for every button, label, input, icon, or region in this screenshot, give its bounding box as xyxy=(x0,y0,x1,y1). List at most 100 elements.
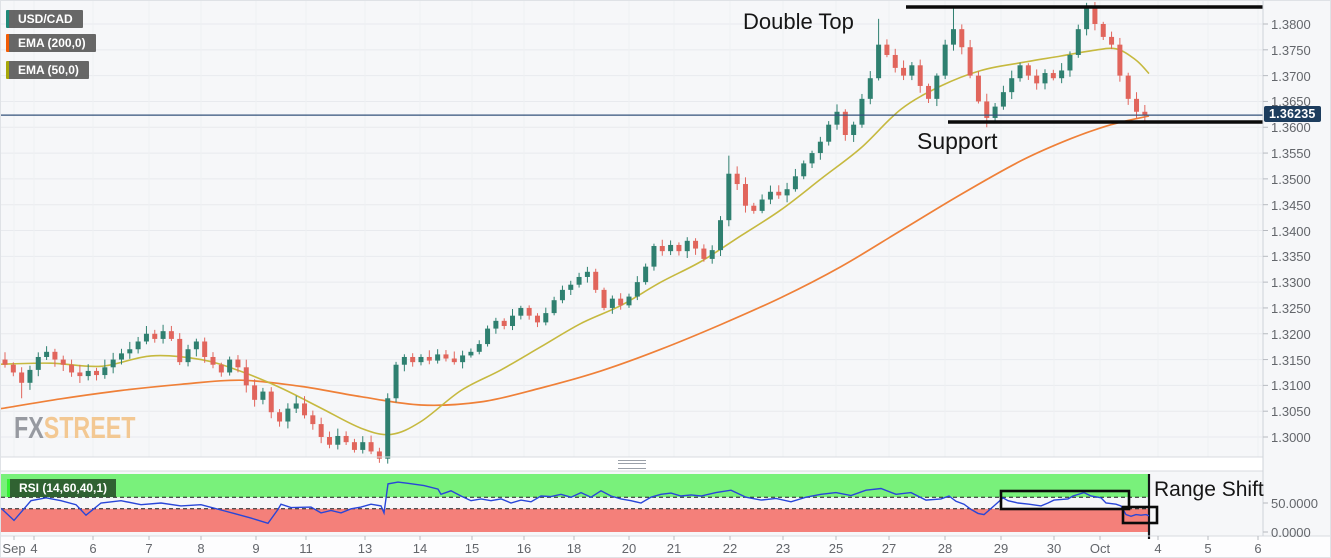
candle-body xyxy=(784,189,790,196)
candle-body xyxy=(1017,65,1023,79)
candle-body xyxy=(826,124,832,142)
date-axis-tick: 29 xyxy=(993,541,1009,556)
price-axis-tick: 1.3250 xyxy=(1271,300,1311,316)
candle-body xyxy=(35,356,41,370)
date-axis-tick: 8 xyxy=(197,541,205,556)
candle-body xyxy=(950,29,956,45)
candle-body xyxy=(335,435,341,445)
candle-body xyxy=(368,442,374,452)
candle-body xyxy=(460,355,466,363)
candle-body xyxy=(293,403,299,409)
candle-body xyxy=(501,320,507,327)
candle-body xyxy=(726,173,732,221)
candle-body xyxy=(493,320,499,329)
date-axis-tick: 7 xyxy=(145,541,153,556)
rsi-range-box xyxy=(999,489,1131,511)
date-axis-tick: 13 xyxy=(357,541,373,556)
candle-body xyxy=(534,315,540,323)
ema200-badge[interactable]: EMA (200,0) xyxy=(6,34,96,52)
candle-body xyxy=(135,341,141,350)
price-axis-tick: 1.3750 xyxy=(1271,42,1311,58)
date-axis-tick: 28 xyxy=(937,541,953,556)
date-axis-tick: 21 xyxy=(666,541,682,556)
candle-body xyxy=(310,415,316,425)
candle-body xyxy=(451,358,457,363)
candle-body xyxy=(1009,78,1015,93)
price-axis-tick: 1.3400 xyxy=(1271,223,1311,239)
current-price-badge: 1.36235 xyxy=(1264,106,1321,122)
candle-body xyxy=(992,106,998,118)
price-axis-tick: 1.3500 xyxy=(1271,171,1311,187)
candle-body xyxy=(410,356,416,363)
candle-body xyxy=(1084,8,1090,30)
candle-body xyxy=(510,315,516,327)
candle-body xyxy=(385,398,391,459)
candle-body xyxy=(360,442,366,450)
candle-body xyxy=(676,244,682,252)
rsi-lower-band xyxy=(1,508,1149,532)
candle-body xyxy=(701,248,707,259)
candle-body xyxy=(426,356,432,361)
candle-body xyxy=(1034,75,1040,84)
candle-body xyxy=(202,341,208,357)
price-axis-tick: 1.3550 xyxy=(1271,146,1311,162)
candle-body xyxy=(975,75,981,102)
date-axis-tick: 9 xyxy=(252,541,260,556)
candle-body xyxy=(518,307,524,316)
pane-resize-handle[interactable] xyxy=(618,460,646,469)
date-axis-tick: 16 xyxy=(516,541,532,556)
date-axis-tick: 11 xyxy=(299,541,313,556)
candle-body xyxy=(376,451,382,459)
candle-body xyxy=(593,271,599,290)
candle-body xyxy=(277,412,283,422)
candle-body xyxy=(909,65,915,76)
symbol-badge[interactable]: USD/CAD xyxy=(6,10,83,28)
candle-body xyxy=(343,435,349,443)
candle-body xyxy=(52,351,58,360)
candle-body xyxy=(468,351,474,356)
date-axis-tick: 18 xyxy=(566,541,582,556)
candle-body xyxy=(443,354,449,359)
rsi-indicator-badge[interactable]: RSI (14,60,40,1) xyxy=(7,479,117,497)
candle-body xyxy=(1075,29,1081,55)
rsi-axis-tick-0: 0.0000 xyxy=(1271,525,1311,540)
ema50-label: EMA (50,0) xyxy=(18,63,79,77)
date-axis-tick: 4 xyxy=(30,541,38,556)
candle-body xyxy=(1059,70,1065,79)
candle-body xyxy=(759,199,765,211)
candle-body xyxy=(1142,111,1148,116)
price-axis-tick: 1.3700 xyxy=(1271,68,1311,84)
candle-body xyxy=(168,331,174,339)
candle-body xyxy=(243,367,249,386)
candle-body xyxy=(118,353,124,360)
candle-body xyxy=(842,111,848,135)
candle-body xyxy=(684,240,690,252)
date-axis-tick: 25 xyxy=(828,541,844,556)
price-axis-tick: 1.3600 xyxy=(1271,120,1311,136)
candle-body xyxy=(576,276,582,285)
candle-body xyxy=(601,289,607,308)
candle-body xyxy=(10,364,16,373)
ema50-badge[interactable]: EMA (50,0) xyxy=(6,61,89,79)
candle-body xyxy=(926,85,932,99)
candle-body xyxy=(634,282,640,297)
candle-body xyxy=(302,403,308,416)
candle-body xyxy=(1025,65,1031,76)
candle-body xyxy=(751,205,757,211)
candle-body xyxy=(69,364,75,373)
candle-body xyxy=(227,359,233,373)
price-axis-tick: 1.3100 xyxy=(1271,378,1311,394)
price-axis-tick: 1.3300 xyxy=(1271,275,1311,291)
candle-body xyxy=(859,98,865,125)
candle-body xyxy=(801,163,807,177)
candle-body xyxy=(668,244,674,252)
date-axis-tick: 14 xyxy=(412,541,428,556)
candle-body xyxy=(834,111,840,125)
candle-body xyxy=(967,47,973,76)
candle-body xyxy=(185,349,191,363)
candle-body xyxy=(693,240,699,249)
candle-body xyxy=(393,364,399,399)
candle-body xyxy=(102,367,108,376)
